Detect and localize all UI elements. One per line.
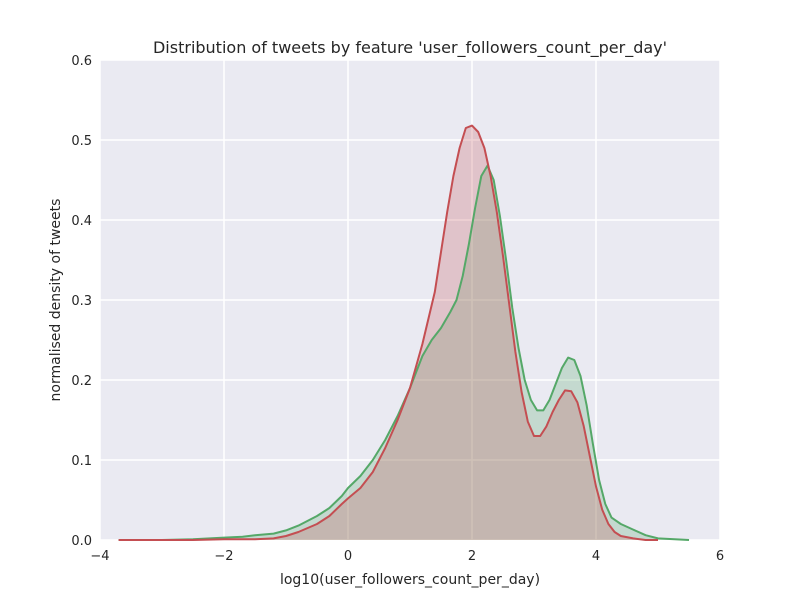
x-tick-labels: −4 −2 0 2 4 6 [90, 549, 724, 564]
y-tick-label: 0.2 [71, 374, 92, 389]
series-2-area [118, 125, 659, 540]
y-tick-label: 0.1 [71, 454, 92, 469]
y-tick-label: 0.0 [71, 534, 92, 549]
chart-title: Distribution of tweets by feature 'user_… [153, 38, 667, 58]
x-tick-label: −2 [214, 549, 233, 564]
x-tick-label: 4 [592, 549, 600, 564]
series-2-line [118, 124, 658, 541]
y-tick-label: 0.5 [71, 134, 92, 149]
series-layer [118, 124, 690, 541]
x-tick-label: 0 [344, 549, 352, 564]
x-axis-label: log10(user_followers_count_per_day) [280, 572, 540, 588]
grid-lines [99, 59, 721, 541]
x-tick-label: −4 [90, 549, 109, 564]
x-tick-label: 2 [468, 549, 476, 564]
y-tick-labels: 0.0 0.1 0.2 0.3 0.4 0.5 0.6 [71, 54, 92, 549]
series-1-line [118, 164, 690, 541]
x-tick-label: 6 [716, 549, 724, 564]
y-axis-label: normalised density of tweets [48, 199, 64, 402]
series-1-area [118, 165, 690, 540]
y-tick-label: 0.3 [71, 294, 92, 309]
y-tick-label: 0.6 [71, 54, 92, 69]
y-tick-label: 0.4 [71, 214, 92, 229]
